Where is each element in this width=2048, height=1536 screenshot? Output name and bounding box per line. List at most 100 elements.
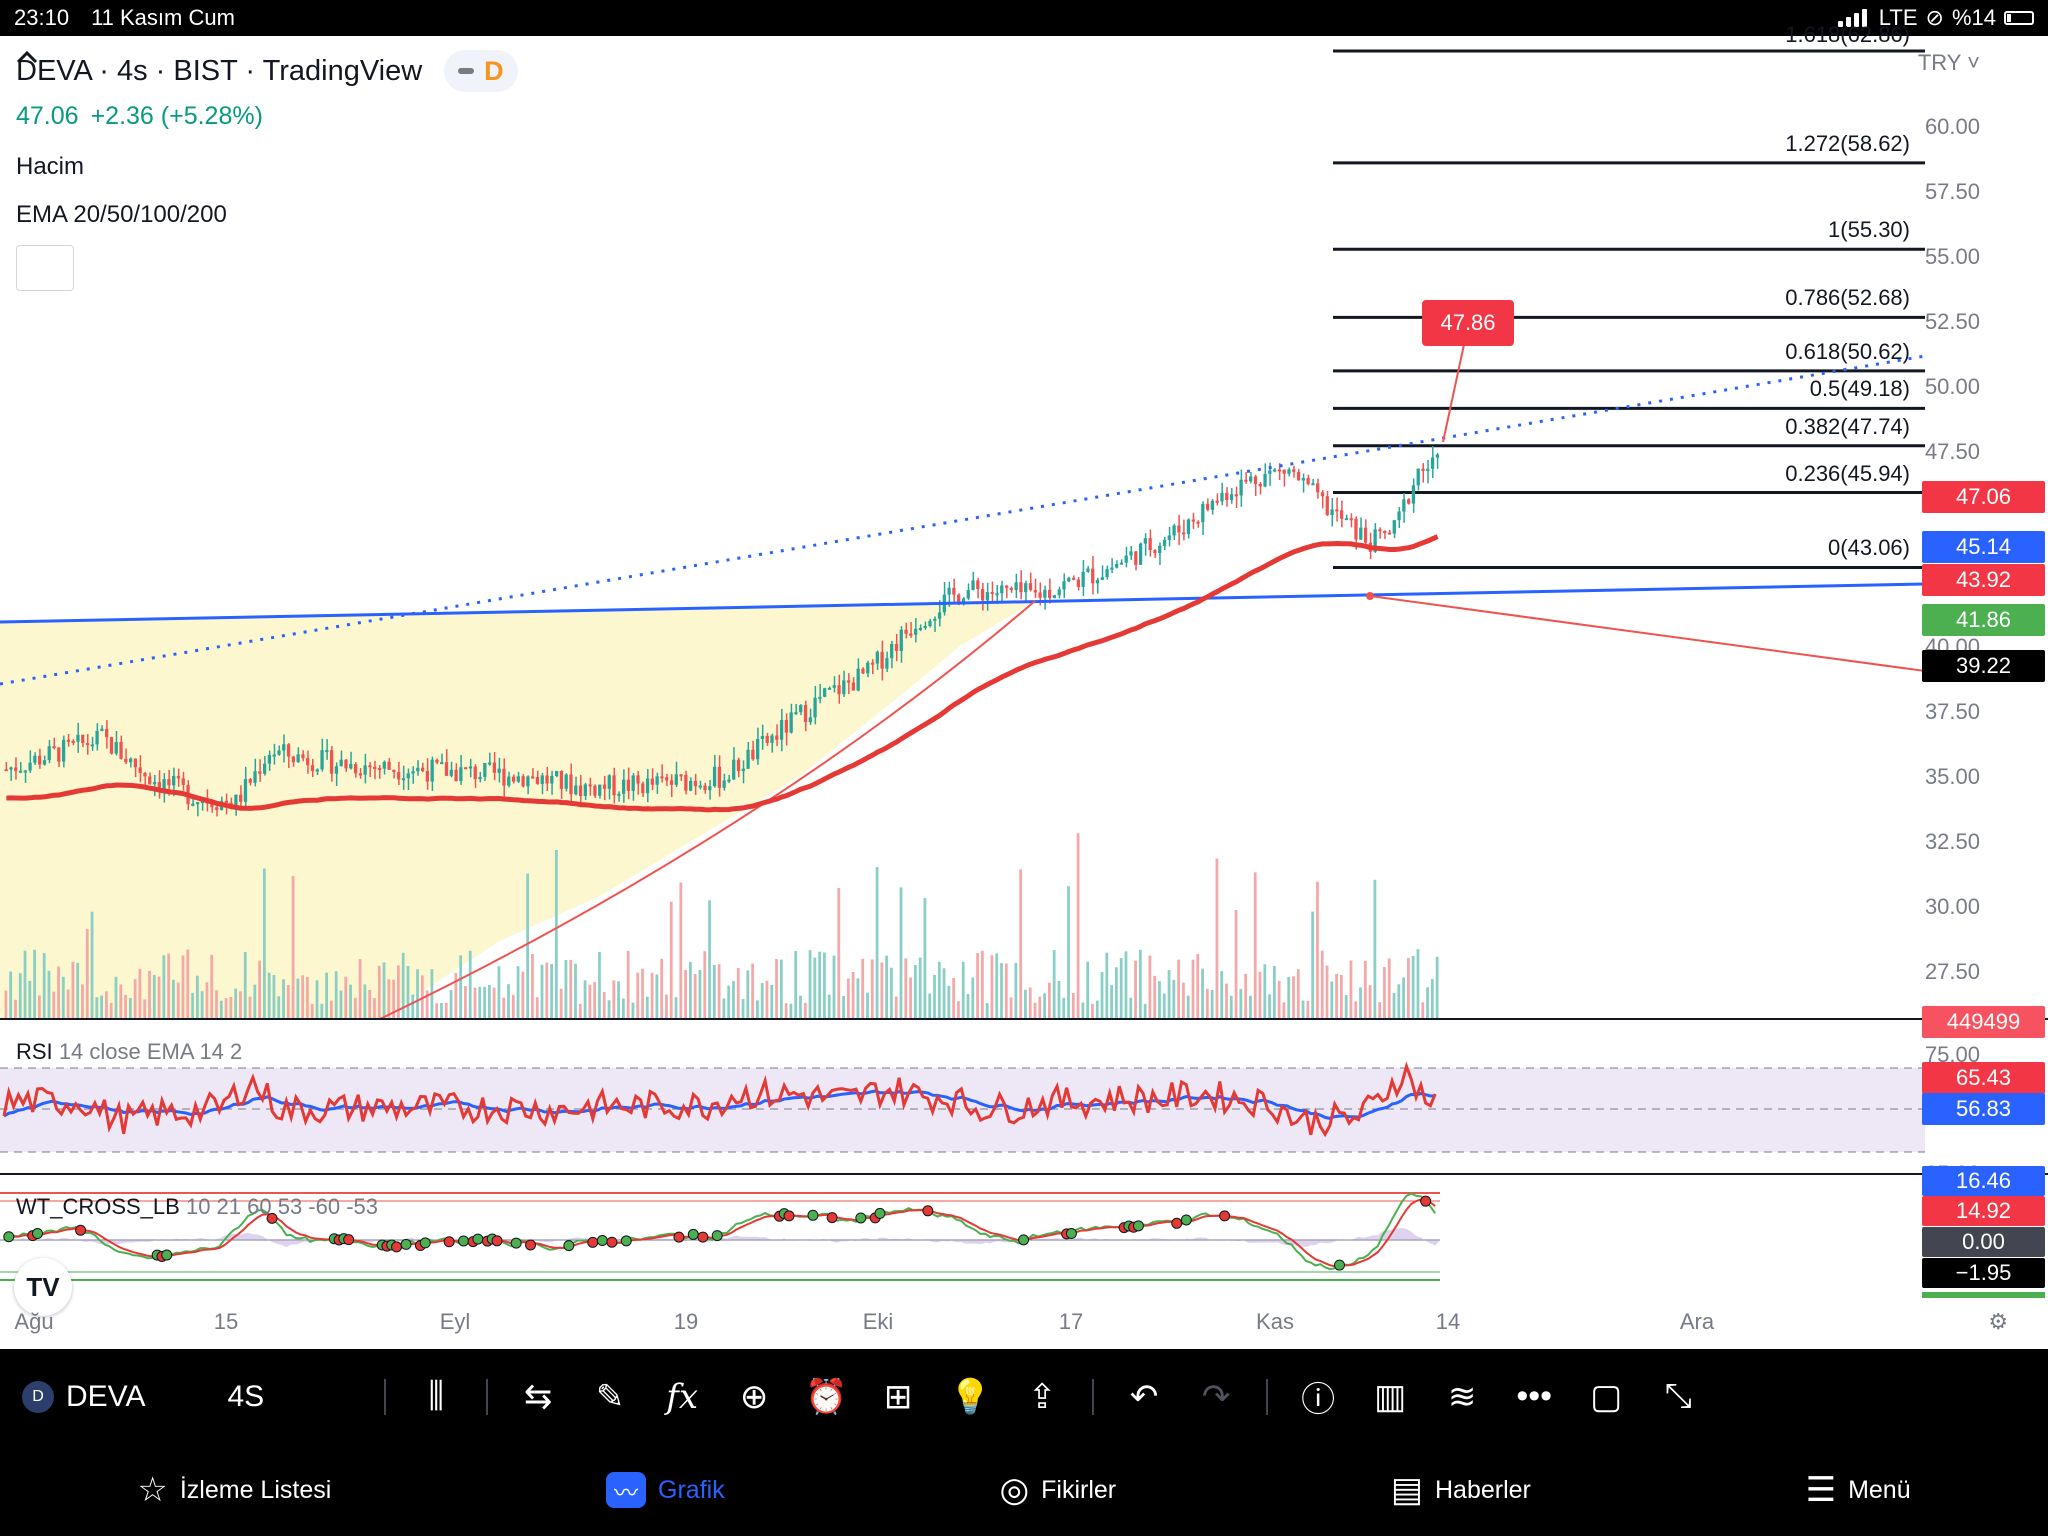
volume-bar	[583, 980, 587, 1019]
candle-body	[71, 741, 75, 744]
candle-body	[1134, 551, 1138, 565]
volume-bar	[602, 992, 606, 1019]
volume-bar	[837, 887, 841, 1019]
candle-body	[42, 760, 47, 765]
wt-title[interactable]: WT_CROSS_LB 10 21 60 53 -60 -53	[16, 1194, 378, 1220]
nav-news[interactable]: ▤ Haberler	[1391, 1470, 1531, 1510]
volume-bar	[1225, 983, 1228, 1019]
volume-bar	[789, 1003, 793, 1019]
price-chart[interactable]	[0, 36, 2048, 1349]
candles-icon[interactable]: ⫼	[428, 1377, 444, 1415]
volume-bar	[909, 977, 912, 1019]
volume-bar	[521, 971, 525, 1019]
candle-body	[176, 775, 181, 779]
candle-body	[162, 779, 166, 791]
volume-bar	[1004, 963, 1008, 1019]
chart-area[interactable]: DEVA · 4s · BIST · TradingView D 47.06 +…	[0, 22, 2048, 1349]
volume-bar	[1086, 961, 1090, 1019]
projection-line	[1369, 595, 1926, 672]
currency-selector[interactable]: TRY ˅	[1917, 50, 1980, 75]
settings-gear-icon[interactable]: ⚙	[1988, 1309, 2009, 1334]
ideas-icon[interactable]: 💡	[949, 1377, 992, 1416]
volume-bar	[1167, 970, 1171, 1019]
interval-selector[interactable]: 4S	[227, 1379, 265, 1413]
wt-green-marker	[1922, 1292, 2045, 1298]
tradingview-logo[interactable]: TV	[14, 1258, 72, 1316]
fib-level-label: 0.786(52.68)	[1785, 285, 1910, 311]
volume-bar	[277, 996, 281, 1019]
nav-label: Haberler	[1434, 1475, 1531, 1504]
volume-bar	[559, 988, 563, 1019]
volume-bar	[1244, 973, 1248, 1019]
candle-body	[497, 768, 501, 773]
candle-body	[1186, 519, 1191, 535]
volume-bar	[727, 985, 731, 1019]
volume-bar	[176, 982, 180, 1019]
volume-bar	[1249, 995, 1252, 1019]
indicators-icon[interactable]: fx	[666, 1376, 699, 1417]
draw-icon[interactable]: ✎	[595, 1377, 625, 1416]
nav-ideas[interactable]: ◎ Fikirler	[999, 1470, 1116, 1510]
volume-bar	[1301, 1000, 1305, 1019]
volume-bar	[1330, 981, 1334, 1019]
volume-bar	[660, 958, 664, 1019]
nav-chart[interactable]: 〰 Grafik	[606, 1472, 725, 1508]
candle-body	[464, 767, 468, 770]
volume-bar	[473, 987, 477, 1019]
candle-body	[52, 746, 56, 749]
candle-body	[272, 754, 276, 757]
compare-icon[interactable]: ≋	[1447, 1377, 1477, 1416]
volume-indicator-label[interactable]: Hacim	[16, 153, 85, 180]
symbol-selector[interactable]: D DEVA	[22, 1380, 145, 1414]
layout-icon[interactable]: ⊞	[883, 1377, 913, 1416]
volume-bar	[1306, 1000, 1310, 1019]
price-callout[interactable]: 47.86	[1422, 300, 1514, 346]
wt-cross-dot	[3, 1231, 15, 1243]
candle-body	[468, 766, 473, 769]
volume-bar	[1076, 833, 1080, 1019]
rsi-title[interactable]: RSI 14 close EMA 14 2	[16, 1039, 242, 1065]
volume-bar	[1000, 963, 1003, 1019]
symbol-title[interactable]: DEVA · 4s · BIST · TradingView	[16, 54, 423, 87]
candle-body	[473, 766, 477, 780]
undo-icon[interactable]: ↶	[1129, 1377, 1159, 1416]
volume-bar	[1387, 958, 1391, 1019]
market-status-pill[interactable]: D	[444, 50, 518, 92]
add-icon[interactable]: ⊕	[739, 1377, 769, 1416]
candle-body	[1244, 479, 1248, 482]
candle-body	[511, 776, 516, 782]
redo-icon[interactable]: ↷	[1201, 1377, 1231, 1416]
candle-body	[971, 580, 975, 591]
candle-body	[674, 774, 678, 785]
volume-bar	[401, 952, 405, 1019]
share-icon[interactable]: ⇪	[1027, 1377, 1057, 1416]
price-axis-tick: 55.00	[1924, 244, 1980, 269]
volume-bar	[952, 977, 956, 1019]
alert-icon[interactable]: ⏰	[805, 1377, 848, 1416]
wt-cross-dot	[596, 1235, 608, 1247]
volume-bar	[167, 953, 171, 1019]
more-icon[interactable]: •••	[1516, 1377, 1553, 1415]
nav-menu[interactable]: ☰ Menü	[1806, 1470, 1911, 1510]
volume-bar	[722, 998, 726, 1019]
nav-watchlist[interactable]: ☆ İzleme Listesi	[137, 1470, 331, 1510]
time-axis[interactable]: Ağu 15 Eyl 19 Eki 17 Kas 14 Ara ⚙	[0, 1293, 2048, 1349]
replay-icon[interactable]: ⇆	[523, 1377, 553, 1416]
candle-body	[416, 767, 420, 772]
candle-body	[124, 758, 128, 763]
info-icon[interactable]: ⓘ	[1301, 1381, 1336, 1419]
collapse-legend-button[interactable]	[16, 50, 74, 291]
candle-body	[1043, 589, 1047, 598]
financials-icon[interactable]: ▥	[1374, 1377, 1407, 1416]
expand-icon[interactable]: ⤡	[1664, 1377, 1692, 1415]
candle-body	[1426, 468, 1430, 472]
fullscreen-icon[interactable]: ▢	[1590, 1377, 1623, 1416]
volume-bar	[1272, 965, 1276, 1019]
candle-body	[291, 756, 295, 763]
candle-body	[1172, 525, 1176, 536]
candle-body	[353, 764, 358, 774]
candle-body	[679, 774, 683, 777]
volume-bar	[626, 950, 630, 1019]
candle-body	[1177, 525, 1181, 533]
ema-indicator-label[interactable]: EMA 20/50/100/200	[16, 201, 227, 228]
